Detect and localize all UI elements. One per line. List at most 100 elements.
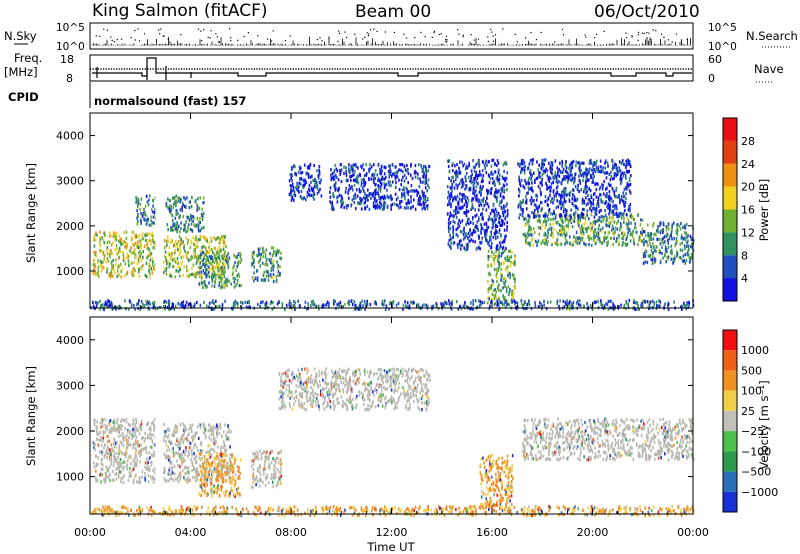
echo-cell bbox=[328, 302, 330, 306]
echo-cell bbox=[478, 198, 481, 202]
echo-cell bbox=[458, 166, 460, 170]
echo-cell bbox=[537, 226, 540, 230]
nsearch-dot bbox=[230, 37, 232, 39]
echo-cell bbox=[590, 200, 592, 205]
echo-cell bbox=[169, 274, 172, 278]
echo-cell bbox=[410, 173, 412, 177]
echo-cell bbox=[99, 259, 102, 263]
echo-cell bbox=[577, 299, 579, 303]
echo-cell bbox=[175, 204, 177, 208]
echo-cell bbox=[181, 206, 183, 210]
echo-cell bbox=[193, 251, 195, 255]
echo-cell bbox=[492, 158, 495, 162]
echo-cell bbox=[183, 246, 185, 250]
echo-cell bbox=[562, 189, 564, 193]
echo-cell bbox=[182, 273, 184, 277]
echo-cell bbox=[110, 269, 113, 273]
echo-cell bbox=[303, 163, 306, 167]
echo-cell bbox=[506, 188, 508, 192]
echo-cell bbox=[485, 238, 487, 242]
echo-cell bbox=[367, 198, 369, 202]
echo-cell bbox=[105, 248, 108, 252]
echo-cell bbox=[135, 436, 138, 440]
echo-cell bbox=[502, 183, 505, 187]
echo-cell bbox=[136, 235, 139, 239]
echo-cell bbox=[468, 234, 471, 238]
echo-cell bbox=[580, 173, 582, 177]
echo-cell bbox=[584, 217, 587, 221]
beam-title: Beam 00 bbox=[355, 2, 431, 22]
echo-cell bbox=[206, 255, 209, 260]
echo-cell bbox=[583, 171, 586, 175]
echo-cell bbox=[214, 266, 217, 270]
echo-cell bbox=[601, 183, 603, 187]
echo-cell bbox=[488, 174, 491, 178]
echo-cell bbox=[137, 240, 139, 244]
echo-cell bbox=[626, 223, 629, 227]
echo-cell bbox=[593, 300, 596, 305]
echo-cell bbox=[657, 227, 659, 231]
echo-cell bbox=[594, 229, 596, 234]
echo-cell bbox=[605, 171, 607, 175]
echo-cell bbox=[215, 237, 218, 241]
echo-cell bbox=[581, 201, 584, 205]
echo-cell bbox=[475, 162, 478, 166]
echo-cell bbox=[519, 205, 522, 209]
echo-cell bbox=[164, 256, 167, 260]
echo-cell bbox=[565, 231, 568, 235]
echo-cell bbox=[493, 297, 496, 301]
echo-cell bbox=[109, 428, 111, 432]
echo-cell bbox=[494, 288, 497, 292]
echo-cell bbox=[331, 172, 334, 176]
echo-cell bbox=[142, 264, 144, 268]
echo-cell bbox=[325, 303, 327, 307]
echo-cell bbox=[346, 206, 348, 210]
echo-cell bbox=[171, 196, 174, 200]
echo-cell bbox=[292, 186, 295, 190]
echo-cell bbox=[118, 305, 120, 309]
echo-cell bbox=[347, 191, 349, 195]
echo-cell bbox=[390, 207, 392, 211]
echo-cell bbox=[578, 224, 580, 228]
echo-cell bbox=[624, 241, 626, 246]
echo-cell bbox=[556, 180, 559, 184]
echo-cell bbox=[205, 267, 207, 272]
echo-cell bbox=[600, 200, 603, 204]
echo-cell bbox=[604, 209, 606, 213]
echo-cell bbox=[327, 305, 330, 309]
echo-cell bbox=[323, 304, 325, 308]
echo-cell bbox=[579, 237, 582, 241]
echo-cell bbox=[587, 197, 590, 202]
power-colorbar-label: Power [dB] bbox=[757, 179, 771, 242]
echo-cell bbox=[564, 200, 567, 204]
echo-cell bbox=[527, 185, 530, 189]
echo-cell bbox=[339, 162, 342, 167]
echo-cell bbox=[148, 307, 151, 311]
echo-cell bbox=[238, 260, 240, 264]
echo-cell bbox=[582, 213, 585, 217]
echo-cell bbox=[108, 304, 110, 308]
echo-cell bbox=[169, 257, 172, 261]
echo-cell bbox=[199, 265, 201, 269]
echo-cell bbox=[151, 268, 153, 272]
echo-cell bbox=[113, 478, 115, 483]
echo-cell bbox=[525, 239, 527, 243]
echo-cell bbox=[240, 257, 242, 262]
echo-cell bbox=[595, 166, 598, 170]
echo-cell bbox=[172, 202, 175, 206]
echo-cell bbox=[467, 188, 470, 192]
echo-cell bbox=[340, 197, 343, 202]
echo-cell bbox=[487, 287, 490, 291]
echo-cell bbox=[456, 300, 458, 304]
echo-cell bbox=[259, 257, 262, 261]
echo-cell bbox=[565, 303, 567, 307]
echo-cell bbox=[182, 300, 185, 304]
echo-cell bbox=[420, 203, 423, 207]
echo-cell bbox=[423, 164, 425, 169]
echo-cell bbox=[426, 305, 428, 309]
echo-cell bbox=[492, 226, 494, 230]
echo-cell bbox=[629, 230, 632, 234]
echo-cell bbox=[116, 274, 119, 278]
echo-cell bbox=[503, 222, 506, 226]
echo-cell bbox=[607, 299, 610, 304]
